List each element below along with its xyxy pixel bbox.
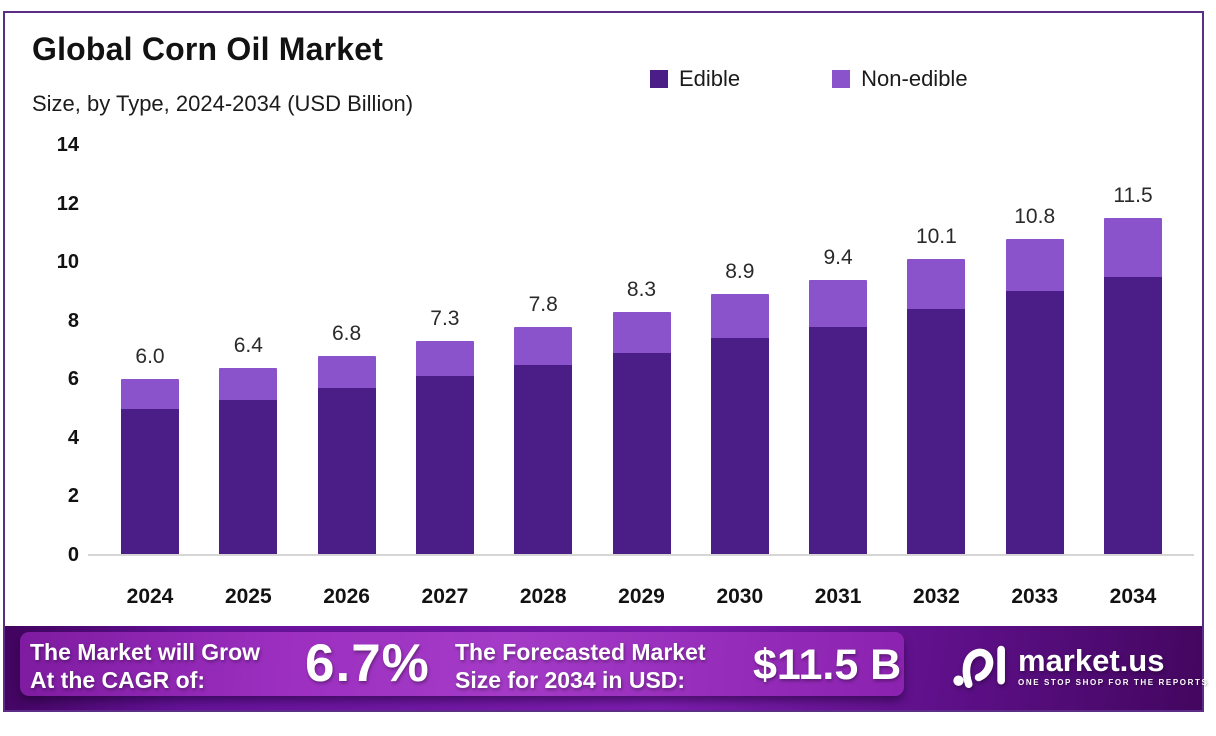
bar-2033: 10.8	[1005, 205, 1064, 555]
bar-2026: 6.8	[317, 322, 376, 555]
bar-total-label: 10.1	[915, 225, 957, 249]
bar-total-label: 11.5	[1113, 184, 1153, 208]
bar-segment-edible	[612, 352, 671, 555]
bar-segment-non-edible	[219, 367, 278, 400]
x-tick-label: 2024	[126, 585, 174, 608]
footer-banner: The Market will Grow At the CAGR of: 6.7…	[5, 626, 1207, 710]
forecast-label: The Forecasted Market Size for 2034 in U…	[455, 638, 706, 694]
y-axis: 0 2 4 6 8 10 12 14	[33, 134, 79, 566]
bar-segment-non-edible	[121, 379, 179, 409]
bar-segment-non-edible	[1005, 238, 1064, 292]
cagr-label-line2: At the CAGR of:	[30, 667, 206, 693]
x-tick-label: 2026	[323, 585, 370, 608]
forecast-label-line1: The Forecasted Market	[455, 639, 706, 665]
y-tick-label: 10	[56, 251, 79, 274]
x-tick-label: 2025	[224, 585, 272, 608]
bar-segment-edible	[514, 364, 573, 555]
chart-title: Global Corn Oil Market	[32, 31, 384, 67]
bar-segment-edible	[1005, 291, 1064, 555]
forecast-value: $11.5 B	[753, 641, 902, 689]
bar-2030: 8.9	[710, 260, 769, 555]
banner-panel	[20, 632, 904, 696]
y-tick-label: 6	[67, 368, 79, 391]
bar-segment-edible	[907, 309, 966, 555]
bar-segment-non-edible	[317, 355, 376, 389]
y-tick-label: 12	[56, 192, 79, 215]
bar-total-label: 6.4	[233, 333, 263, 357]
x-axis-labels: 2024 2025 2026 2027 2028 2029 2030 2031 2032 2033…	[5, 585, 1206, 615]
bar-total-label: 9.4	[823, 245, 853, 269]
x-tick-label: 2030	[716, 585, 764, 608]
plot-area: 6.0 6.4 6.8 7.3 7.8 8.3 8.9 9.4 10.1 10.8 11.5	[90, 145, 1192, 555]
brand-text: market.us ONE STOP SHOP FOR THE REPORTS	[1018, 642, 1209, 687]
bar-total-label: 7.3	[430, 307, 460, 331]
x-tick-label: 2029	[618, 585, 665, 608]
y-tick-label: 0	[67, 544, 79, 566]
bar-2028: 7.8	[514, 293, 573, 555]
infographic-frame: Global Corn Oil Market Size, by Type, 20…	[3, 11, 1207, 712]
bar-segment-non-edible	[710, 294, 769, 339]
y-tick-label: 4	[67, 426, 79, 449]
bar-total-label: 6.0	[135, 345, 165, 369]
x-tick-label: 2031	[814, 585, 862, 608]
edible-swatch-icon	[650, 70, 668, 88]
bar-segment-non-edible	[514, 326, 573, 365]
bar-2032: 10.1	[907, 225, 966, 555]
legend-item-non-edible: Non-edible	[832, 66, 968, 92]
x-tick-label: 2033	[1011, 585, 1059, 608]
bar-segment-edible	[219, 399, 278, 555]
x-axis-line	[88, 554, 1194, 556]
bar-segment-edible	[809, 326, 868, 555]
bar-segment-non-edible	[1104, 218, 1162, 277]
x-tick-label: 2027	[421, 585, 469, 608]
brand-tagline: ONE STOP SHOP FOR THE REPORTS	[1018, 677, 1209, 687]
legend-item-edible: Edible	[650, 66, 740, 92]
bar-total-label: 10.8	[1014, 204, 1056, 228]
bar-2031: 9.4	[809, 246, 868, 555]
bar-total-label: 6.8	[331, 321, 362, 345]
cagr-label-line1: The Market will Grow	[30, 639, 261, 665]
bar-segment-edible	[710, 338, 769, 555]
y-tick-label: 14	[56, 134, 79, 156]
bar-segment-non-edible	[415, 341, 474, 377]
bar-2025: 6.4	[219, 334, 278, 555]
bar-total-label: 8.3	[626, 277, 657, 301]
brand-name: market.us	[1018, 642, 1165, 678]
y-tick-label: 2	[67, 485, 79, 508]
x-tick-label: 2028	[519, 585, 567, 608]
forecast-label-line2: Size for 2034 in USD:	[455, 667, 686, 693]
bar-2027: 7.3	[415, 307, 474, 555]
x-tick-label: 2032	[913, 585, 960, 608]
x-tick-label: 2034	[1109, 585, 1157, 608]
bar-total-label: 8.9	[725, 260, 755, 284]
legend-label: Edible	[679, 66, 741, 91]
chart-subtitle: Size, by Type, 2024-2034 (USD Billion)	[32, 91, 414, 116]
cagr-label: The Market will Grow At the CAGR of:	[30, 638, 260, 694]
bar-segment-non-edible	[809, 279, 868, 327]
bar-segment-non-edible	[907, 259, 966, 309]
non-edible-swatch-icon	[832, 70, 851, 88]
bar-2029: 8.3	[612, 278, 671, 555]
bar-total-label: 7.8	[528, 292, 558, 316]
bar-segment-edible	[415, 376, 474, 555]
bar-2034: 11.5	[1104, 184, 1162, 555]
cagr-value: 6.7%	[305, 634, 430, 693]
legend: Edible Non-edible	[650, 66, 968, 92]
bar-segment-edible	[1104, 276, 1162, 555]
bar-2024: 6.0	[121, 345, 179, 555]
bar-segment-edible	[121, 408, 179, 555]
y-tick-label: 8	[67, 309, 79, 332]
bar-segment-non-edible	[612, 311, 671, 353]
bar-segment-edible	[317, 388, 376, 555]
legend-label: Non-edible	[861, 66, 968, 91]
marketus-logo-icon	[953, 645, 1005, 689]
brand-logo: market.us ONE STOP SHOP FOR THE REPORTS	[951, 640, 1208, 692]
